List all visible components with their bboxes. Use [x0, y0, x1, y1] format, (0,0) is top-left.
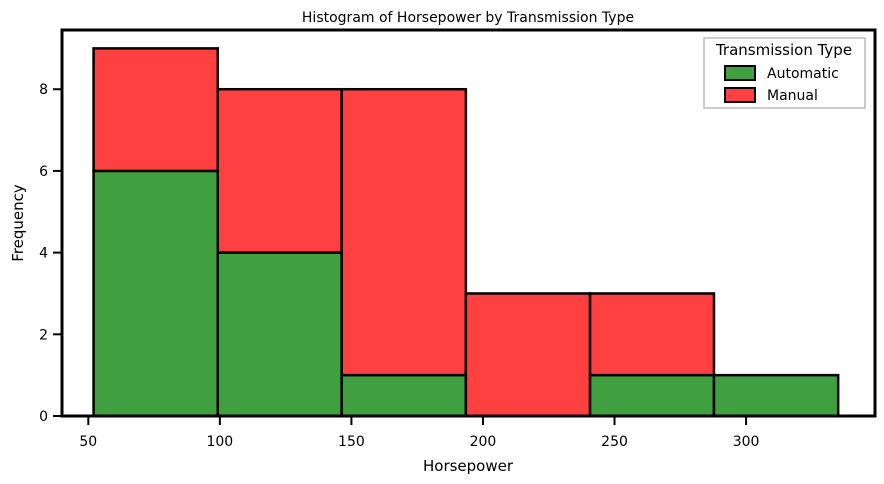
- legend-label-manual: Manual: [767, 88, 818, 104]
- bar-manual-bin-4: [464, 292, 592, 418]
- x-tick-label: 100: [206, 434, 233, 450]
- legend-swatch-automatic: [724, 65, 756, 81]
- legend-title: Transmission Type: [715, 41, 852, 59]
- y-tick-label: 8: [39, 82, 48, 98]
- bar-manual-bin-3: [340, 87, 468, 377]
- y-tick-label: 6: [39, 164, 48, 180]
- x-tick-label: 150: [338, 434, 365, 450]
- x-tick-label: 50: [79, 434, 97, 450]
- bar-automatic-bin-1: [92, 169, 220, 418]
- plot-frame: [60, 28, 877, 418]
- legend-label-automatic: Automatic: [767, 66, 839, 82]
- bar-automatic-bin-2: [216, 251, 343, 418]
- x-tick-label: 250: [601, 434, 628, 450]
- x-tick-label: 200: [470, 434, 497, 450]
- x-tick-label: 300: [733, 434, 760, 450]
- legend-swatch-manual: [724, 87, 756, 103]
- y-tick-label: 2: [39, 327, 48, 343]
- bar-manual-bin-5: [588, 292, 716, 377]
- x-axis-label: Horsepower: [423, 457, 514, 475]
- chart-title: Histogram of Horsepower by Transmission …: [302, 10, 634, 26]
- bar-manual-bin-2: [216, 87, 343, 254]
- y-tick-label: 0: [39, 409, 48, 425]
- bar-automatic-bin-5: [588, 373, 716, 418]
- bars-layer: [92, 47, 840, 418]
- bar-automatic-bin-6: [712, 373, 840, 418]
- bar-manual-bin-1: [92, 47, 220, 173]
- y-axis-ticks: 0 2 4 6 8: [39, 82, 62, 425]
- legend: Transmission Type Automatic Manual: [703, 37, 866, 109]
- bar-automatic-bin-3: [340, 373, 468, 418]
- y-tick-label: 4: [39, 246, 48, 262]
- x-axis-ticks: 50 100 150 200 250 300: [79, 416, 759, 450]
- y-axis-label: Frequency: [9, 184, 27, 262]
